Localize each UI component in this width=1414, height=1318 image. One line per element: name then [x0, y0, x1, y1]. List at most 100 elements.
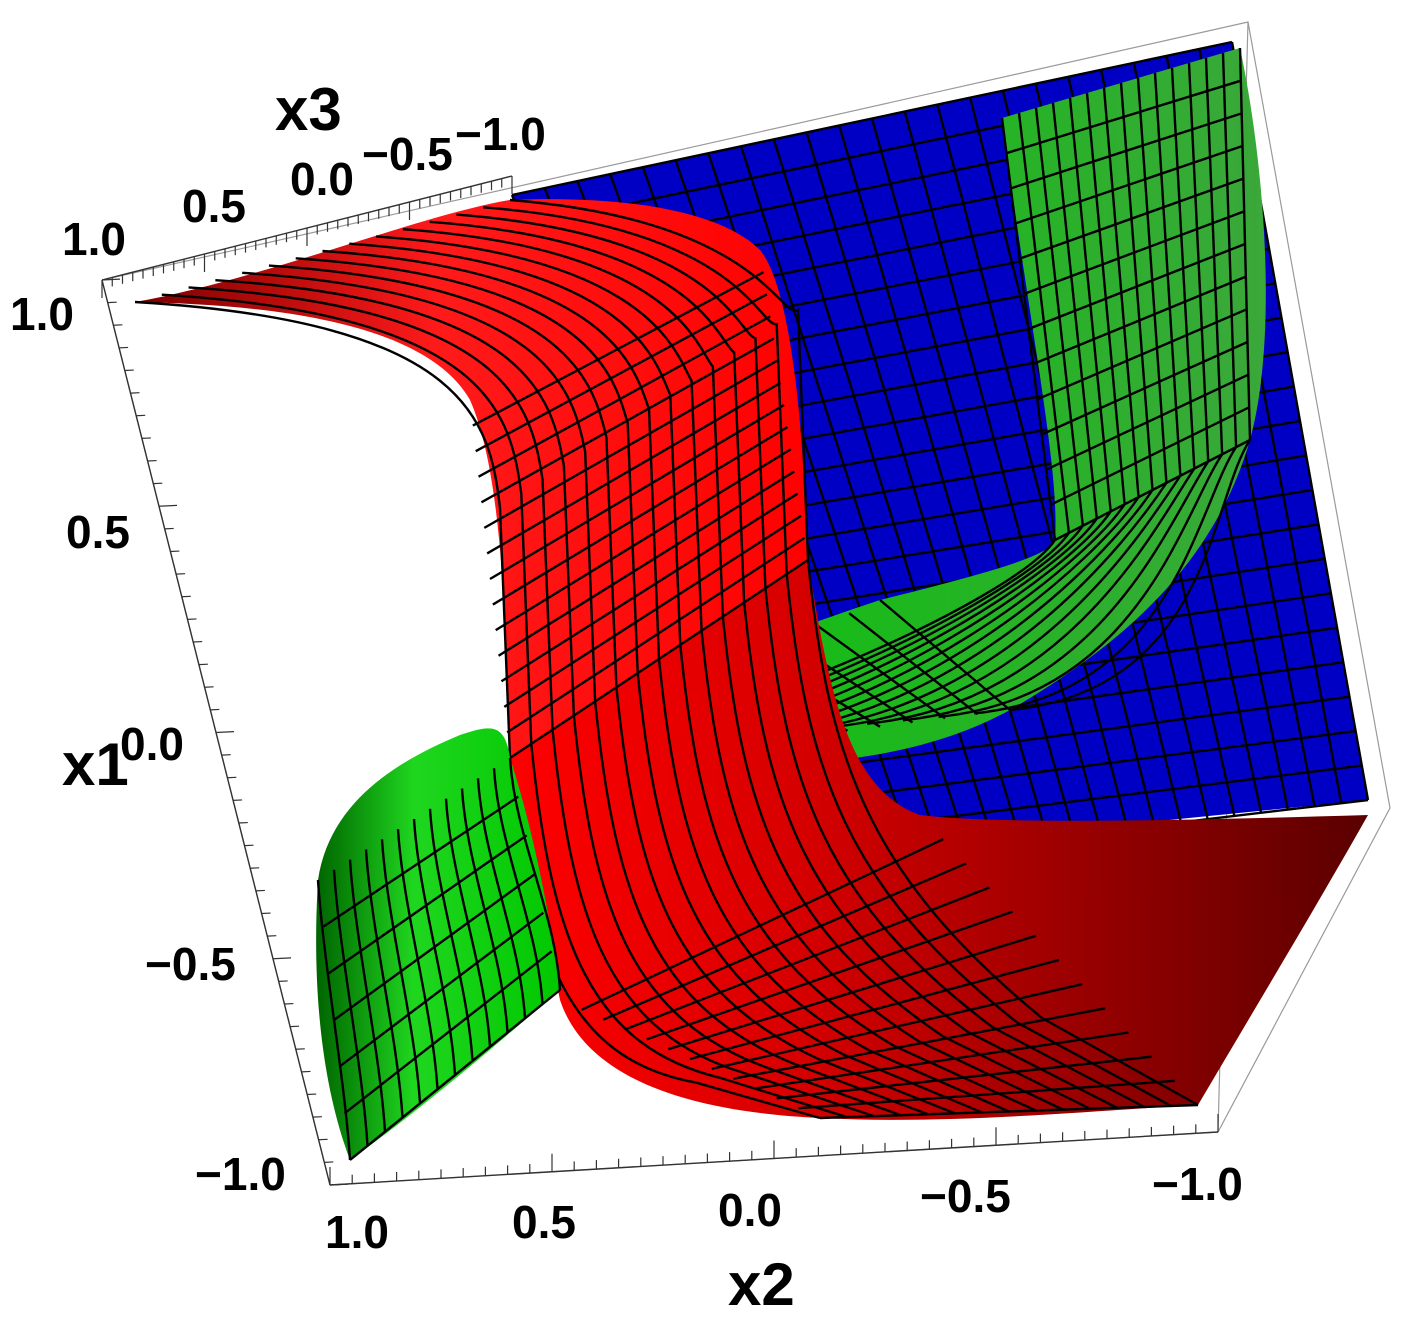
- mesh-line: [667, 934, 1037, 1051]
- x1-tick-labels: 1.0 0.5 0.0 −0.5 −1.0: [10, 288, 286, 1200]
- mesh-line: [806, 559, 1199, 1107]
- mesh-line: [581, 838, 944, 1011]
- red-surface-mesh: [134, 198, 1199, 1120]
- mesh-line: [242, 271, 597, 702]
- x2-tick-label: −0.5: [920, 1170, 1011, 1222]
- x1-tick-label: 0.5: [66, 506, 130, 558]
- mesh-line: [819, 1103, 1199, 1120]
- x3-tick-label: −0.5: [362, 128, 453, 180]
- x2-tick-labels: 1.0 0.5 0.0 −0.5 −1.0: [325, 1158, 1243, 1258]
- x3-tick-labels: 1.0 0.5 0.0 −0.5 −1.0: [62, 108, 546, 265]
- mesh-line: [657, 658, 1010, 1113]
- mesh-line: [295, 257, 639, 674]
- mesh-line: [1050, 406, 1250, 506]
- x3-tick-label: 0.0: [290, 153, 354, 205]
- mesh-line: [1014, 144, 1243, 225]
- mesh-line: [338, 911, 545, 1068]
- mesh-line: [1023, 210, 1245, 295]
- mesh-line: [349, 242, 682, 645]
- mesh-line: [615, 687, 956, 1115]
- mesh-line: [480, 337, 775, 504]
- x2-tick-label: 0.5: [512, 1196, 576, 1248]
- green-lower-mesh: [316, 757, 562, 1161]
- mesh-line: [785, 574, 1172, 1107]
- mesh-line: [602, 862, 967, 1021]
- mesh-line: [1045, 373, 1249, 471]
- mesh-line: [1009, 439, 1251, 712]
- x3-tick-label: −1.0: [455, 108, 546, 160]
- mesh-line: [161, 293, 533, 744]
- x2-tick-label: 0.0: [718, 1184, 782, 1236]
- red-surface: [134, 198, 1368, 1120]
- mesh-line: [333, 873, 536, 1021]
- mesh-line: [754, 1031, 1129, 1090]
- mesh-line: [798, 1079, 1175, 1110]
- x3-axis-title: x3: [275, 76, 342, 143]
- mesh-line: [1041, 340, 1248, 436]
- tick-mark: [158, 504, 178, 507]
- green-surface-lower: [316, 728, 562, 1161]
- mesh-line: [322, 249, 661, 660]
- mesh-line: [817, 625, 946, 720]
- mesh-line: [495, 448, 792, 632]
- mesh-line: [624, 886, 990, 1031]
- x2-tick-label: −1.0: [1152, 1158, 1243, 1210]
- mesh-line: [486, 381, 782, 555]
- mesh-line: [503, 514, 802, 708]
- mesh-line: [1006, 79, 1242, 155]
- mesh-line: [879, 599, 1011, 711]
- tick-mark: [272, 957, 292, 960]
- mesh-line: [483, 359, 778, 529]
- mesh-line: [506, 536, 806, 734]
- mesh-line: [268, 264, 618, 688]
- x1-tick-label: 1.0: [10, 288, 74, 340]
- mesh-line: [134, 300, 512, 759]
- x3-axis: [101, 175, 513, 298]
- mesh-line: [936, 104, 1129, 829]
- mesh-line: [472, 271, 764, 427]
- mesh-line: [733, 1007, 1106, 1080]
- x1-tick-label: 0.0: [120, 718, 184, 770]
- mesh-line: [848, 612, 979, 716]
- mesh-line: [1036, 308, 1248, 401]
- x2-tick-label: 1.0: [325, 1206, 389, 1258]
- mesh-line: [711, 982, 1083, 1071]
- mesh-line: [679, 644, 1037, 1112]
- mesh-line: [530, 743, 848, 1119]
- mesh-line: [938, 453, 1224, 719]
- mesh-line: [327, 834, 528, 975]
- mesh-line: [429, 220, 746, 603]
- x1-axis-title: x1: [62, 731, 129, 798]
- mesh-line: [1019, 177, 1244, 260]
- mesh-line: [764, 588, 1145, 1108]
- mesh-line: [776, 1055, 1152, 1100]
- tick-mark: [215, 731, 235, 734]
- mesh-line: [497, 470, 795, 657]
- mesh-line: [322, 795, 519, 928]
- x3-tick-label: 1.0: [62, 213, 126, 265]
- mesh-line: [1054, 438, 1251, 542]
- mesh-line: [1032, 275, 1247, 366]
- mesh-line: [349, 989, 561, 1161]
- mesh-line: [343, 950, 553, 1115]
- x3-tick-label: 0.5: [182, 180, 246, 232]
- mesh-line: [215, 278, 576, 716]
- mesh-line: [902, 460, 1210, 722]
- mesh-line: [500, 492, 799, 683]
- mesh-line: [551, 729, 875, 1118]
- x1-tick-label: −0.5: [145, 938, 236, 990]
- x2-axis-title: x2: [728, 1251, 795, 1318]
- mesh-line: [477, 315, 771, 478]
- mesh-line: [867, 467, 1196, 725]
- mesh-line: [492, 426, 789, 606]
- mesh-line: [509, 198, 810, 561]
- mesh-line: [375, 235, 703, 631]
- mesh-line: [188, 286, 554, 730]
- x1-tick-label: −1.0: [195, 1148, 286, 1200]
- mesh-line: [483, 206, 788, 575]
- mesh-line: [489, 403, 785, 581]
- mesh-line: [974, 446, 1238, 715]
- mesh-line: [1010, 112, 1243, 190]
- mesh-line: [475, 293, 768, 453]
